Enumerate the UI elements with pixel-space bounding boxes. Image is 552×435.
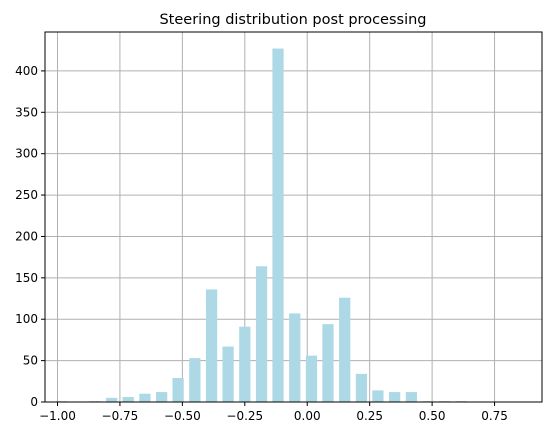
bar — [139, 393, 151, 402]
bar — [122, 397, 134, 402]
bar — [255, 266, 268, 402]
bar — [405, 392, 418, 402]
bar — [289, 313, 301, 402]
y-tick-label: 400 — [15, 64, 38, 78]
x-tick-label: 0.75 — [481, 409, 508, 423]
y-tick-label: 150 — [15, 271, 38, 285]
bar — [239, 326, 251, 402]
x-axis-ticks: −1.00 −0.75 −0.50 −0.25 0.00 0.25 0.50 0.75 — [39, 402, 508, 423]
bar — [205, 289, 218, 402]
bar — [355, 373, 368, 402]
bar — [272, 48, 284, 402]
y-tick-label: 350 — [15, 105, 38, 119]
bar — [339, 297, 351, 402]
grid-lines — [45, 32, 542, 403]
x-tick-label: 0.00 — [294, 409, 321, 423]
x-tick-label: 0.50 — [419, 409, 446, 423]
bar — [322, 324, 334, 402]
x-tick-label: −0.50 — [164, 409, 201, 423]
x-tick-label: −1.00 — [39, 409, 76, 423]
bar — [106, 397, 118, 402]
x-tick-label: 0.25 — [356, 409, 383, 423]
y-tick-label: 50 — [23, 354, 38, 368]
y-tick-label: 250 — [15, 188, 38, 202]
y-axis-ticks: 0 50 100 150 200 250 300 350 400 — [15, 64, 45, 409]
bar — [172, 377, 184, 402]
y-tick-label: 200 — [15, 229, 38, 243]
x-tick-label: −0.25 — [226, 409, 263, 423]
bars — [56, 48, 467, 402]
chart-title: Steering distribution post processing — [159, 12, 426, 28]
bar — [389, 392, 401, 402]
bar — [305, 355, 318, 402]
plot-frame — [44, 31, 543, 403]
x-tick-label: −0.75 — [102, 409, 139, 423]
y-tick-label: 300 — [15, 147, 38, 161]
bar — [372, 390, 384, 402]
bar — [156, 392, 168, 402]
y-tick-label: 0 — [30, 395, 38, 409]
y-tick-label: 100 — [15, 312, 38, 326]
bar — [189, 358, 201, 402]
bar — [222, 346, 234, 402]
